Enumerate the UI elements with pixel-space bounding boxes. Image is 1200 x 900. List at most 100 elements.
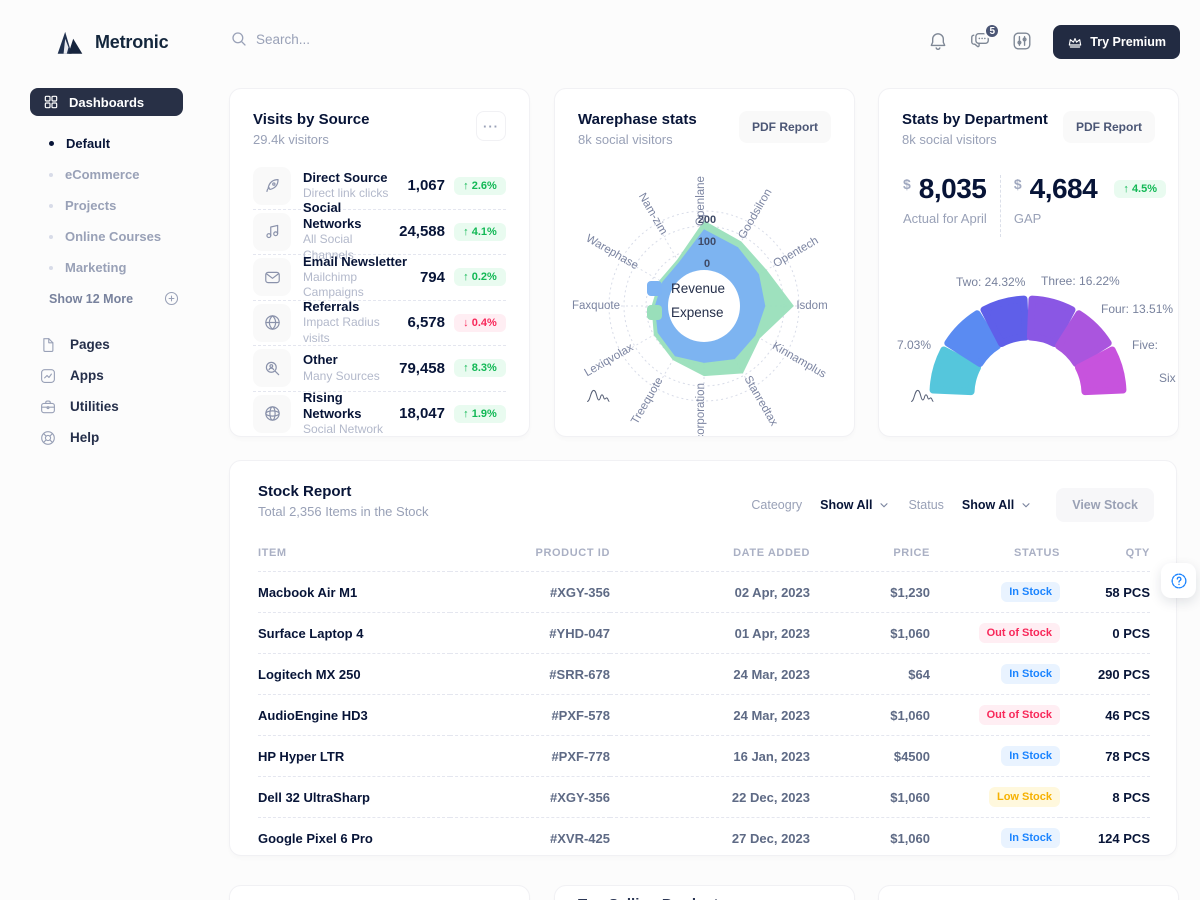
svg-text:Kinnamplus: Kinnamplus [770,340,828,381]
cell-price: $4500 [810,735,930,777]
table-row[interactable]: Macbook Air M1 #XGY-356 02 Apr, 2023 $1,… [258,571,1150,613]
sidebar-item-pages[interactable]: Pages [30,329,215,360]
visit-source-row: Direct Source Direct link clicks 1,067 ↑… [253,163,506,209]
card-subtitle: Total 2,356 Items in the Stock [258,504,429,519]
sidebar-item-ecommerce[interactable]: eCommerce [30,159,215,190]
sidebar-item-help[interactable]: Help [30,422,215,453]
legend-label: Revenue [671,281,726,296]
status-select[interactable]: Show All [962,498,1032,512]
sidebar-item-label: Pages [70,337,110,352]
table-row[interactable]: Surface Laptop 4 #YHD-047 01 Apr, 2023 $… [258,612,1150,654]
cell-qty: 78 PCS [1060,735,1150,777]
metronic-logo-icon [55,28,85,56]
sidebar-nav-list: Pages Apps Utilities Help [30,329,215,453]
svg-text:Goodsilron: Goodsilron [736,187,774,241]
card-title: Top Selling Products [578,896,831,900]
visit-source-row: Rising Networks Social Network 18,047 ↑ … [253,390,506,437]
table-row[interactable]: Logitech MX 250 #SRR-678 24 Mar, 2023 $6… [258,653,1150,695]
visit-source-row: Other Many Sources 79,458 ↑ 8.3% [253,345,506,391]
cell-product-id: #PXF-578 [450,694,610,736]
view-stock-button[interactable]: View Stock [1056,488,1154,522]
sliders-icon[interactable] [1011,30,1035,54]
cell-status: In Stock [930,817,1060,855]
visit-source-row: Referrals Impact Radius visits 6,578 ↓ 0… [253,299,506,346]
show-more-label: Show 12 More [49,291,134,306]
column-header: PRICE [893,547,930,559]
sidebar-sub-list: Default eCommerce Projects Online Course… [30,128,215,283]
bottom-card-middle: Top Selling Products [554,885,855,900]
chevron-down-icon [878,499,890,511]
sphere-icon [253,394,291,433]
cell-price: $1,060 [810,612,930,654]
sidebar-item-label: Marketing [65,260,127,275]
grid-icon [43,94,59,110]
show-more-button[interactable]: Show 12 More [30,283,180,314]
sparkline-doodle-icon [577,383,619,410]
table-row[interactable]: HP Hyper LTR #PXF-778 16 Jan, 2023 $4500… [258,735,1150,777]
card-title: Visits by Source [253,111,370,128]
pdf-report-button[interactable]: PDF Report [1063,111,1155,143]
source-title: Referrals [303,299,360,315]
change-badge: ↑ 4.5% [1114,180,1167,198]
bell-icon[interactable] [927,30,951,54]
cell-item: Macbook Air M1 [258,571,450,613]
sidebar-item-apps[interactable]: Apps [30,360,215,391]
sidebar-item-projects[interactable]: Projects [30,190,215,221]
cell-item: Surface Laptop 4 [258,612,450,654]
legend-item: Revenue [647,281,725,296]
sidebar: Dashboards Default eCommerce Projects On… [30,88,215,453]
status-badge: Out of Stock [978,623,1060,643]
column-header: QTY [1125,547,1150,559]
sidebar-item-marketing[interactable]: Marketing [30,252,215,283]
search-input[interactable]: Search... [230,30,310,48]
cell-price: $1,060 [810,817,930,855]
cell-date-added: 24 Mar, 2023 [610,694,810,736]
legend-swatch [647,281,662,296]
card-subtitle: 29.4k visitors [253,132,329,147]
sidebar-item-utilities[interactable]: Utilities [30,391,215,422]
table-row[interactable]: Google Pixel 6 Pro #XVR-425 27 Dec, 2023… [258,817,1150,855]
table-row[interactable]: AudioEngine HD3 #PXF-578 24 Mar, 2023 $1… [258,694,1150,736]
metrics: $ 8,035 Actual for April $ 4,684 ↑ 4.5% … [903,173,1167,237]
card-subtitle: 8k social visitors [902,132,997,147]
warephase-stats-card: Warephase stats 8k social visitors PDF R… [554,88,855,437]
seal-question-icon [1169,571,1189,591]
source-title: Social Networks [303,199,362,232]
svg-text:Stanredtax: Stanredtax [741,374,779,428]
metric-gap: $ 4,684 ↑ 4.5% GAP [1013,173,1167,237]
music-note-icon [253,212,291,251]
filter-label-status: Status [908,498,944,512]
source-subtitle: Many Sources [303,368,380,383]
card-title: Warephase stats [578,111,697,128]
sidebar-item-default[interactable]: Default [30,128,215,159]
category-select[interactable]: Show All [820,498,890,512]
try-premium-button[interactable]: Try Premium [1053,25,1180,59]
page-icon [39,336,57,354]
card-title: Stock Report [258,483,352,500]
gauge-segment-label: Four: 13.51% [1101,302,1174,316]
source-subtitle: Social Network [303,422,384,437]
metric-label: Actual for April [903,211,987,226]
bullet-icon [49,203,53,208]
cell-item: Google Pixel 6 Pro [258,817,450,855]
sidebar-item-label: eCommerce [65,167,140,182]
visit-source-row: Email Newsletter Mailchimp Campaigns 794… [253,254,506,300]
metric-label: GAP [1013,211,1042,226]
table-row[interactable]: Dell 32 UltraSharp #XGY-356 22 Dec, 2023… [258,776,1150,818]
search-placeholder: Search... [256,31,311,47]
brand[interactable]: Metronic [55,28,169,56]
lifebuoy-icon [39,429,57,447]
chat-icon[interactable]: 5 [969,23,1001,54]
card-menu-button[interactable]: ··· [476,111,506,141]
metric-value: 8,035 [918,173,987,204]
sidebar-item-dashboards[interactable]: Dashboards [30,88,183,116]
help-floating-button[interactable] [1161,563,1196,598]
try-premium-label: Try Premium [1090,35,1166,49]
sidebar-item-label: Help [70,430,100,445]
cell-price: $64 [810,653,930,695]
svg-text:100: 100 [698,236,716,248]
sidebar-item-online-courses[interactable]: Online Courses [30,221,215,252]
cell-item: Dell 32 UltraSharp [258,776,450,818]
bullet-icon [49,172,53,177]
pdf-report-button[interactable]: PDF Report [739,111,831,143]
